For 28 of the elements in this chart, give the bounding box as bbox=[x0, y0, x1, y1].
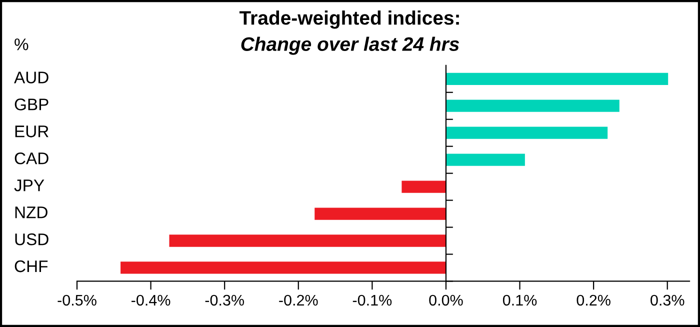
x-tick-label: -0.4% bbox=[132, 294, 170, 306]
y-tick-label: GBP bbox=[14, 98, 48, 110]
bar bbox=[446, 154, 525, 166]
y-tick-label: CAD bbox=[14, 152, 48, 164]
chart-subtitle: Change over last 24 hrs bbox=[241, 36, 460, 55]
x-tick-label: -0.2% bbox=[279, 294, 318, 306]
bar bbox=[169, 234, 446, 247]
x-tick-label: -0.1% bbox=[352, 294, 392, 306]
x-tick-label: 0.2% bbox=[576, 294, 610, 306]
x-tick-label: -0.5% bbox=[58, 294, 96, 306]
y-axis-title: % bbox=[14, 38, 28, 50]
bar bbox=[314, 208, 446, 220]
y-tick-label: AUD bbox=[14, 72, 48, 84]
y-tick-label: NZD bbox=[15, 206, 48, 218]
y-tick-label: CHF bbox=[14, 260, 48, 272]
y-tick-label: JPY bbox=[14, 180, 44, 192]
x-tick-label: 0.1% bbox=[502, 294, 537, 306]
x-tick-label: -0.3% bbox=[205, 294, 244, 306]
x-tick-label: 0.0% bbox=[429, 294, 463, 306]
bar bbox=[120, 262, 446, 274]
bar bbox=[446, 100, 620, 112]
bar bbox=[402, 180, 446, 193]
x-tick-label: 0.3% bbox=[650, 294, 684, 306]
y-tick-label: USD bbox=[15, 233, 48, 246]
bar bbox=[446, 72, 668, 85]
bar bbox=[446, 126, 608, 139]
y-tick-label: EUR bbox=[15, 126, 48, 138]
chart-title: Trade-weighted indices: bbox=[239, 10, 459, 29]
